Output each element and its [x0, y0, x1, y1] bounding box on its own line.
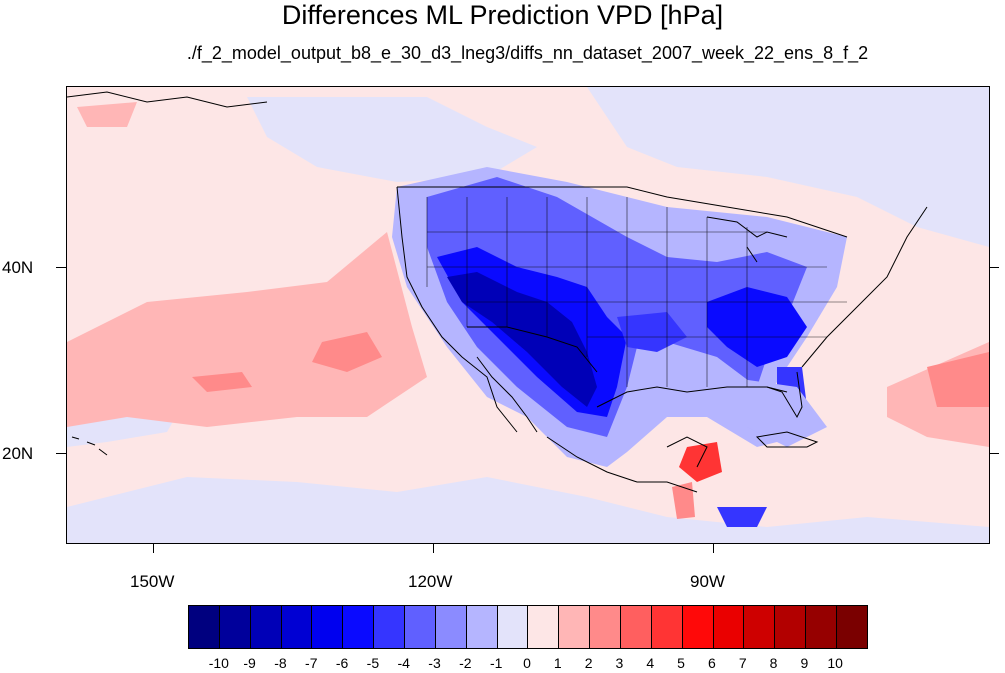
colorbar-label: -10 — [208, 655, 229, 671]
map-subtitle: ./f_2_model_output_b8_e_30_d3_lneg3/diff… — [186, 43, 869, 63]
colorbar-swatch — [806, 606, 838, 648]
colorbar — [188, 605, 868, 649]
yucatan-outline — [666, 436, 708, 468]
colorbar-label: 1 — [553, 655, 562, 671]
colorbar-swatch — [281, 606, 313, 648]
map-plot-area — [66, 86, 990, 544]
hawaii-islands — [71, 436, 108, 456]
y-tick-right-20n — [989, 453, 999, 454]
florida-outline — [766, 371, 803, 419]
colorbar-swatch — [528, 606, 560, 648]
colorbar-swatch — [312, 606, 344, 648]
field-south-lightblue — [67, 477, 989, 543]
colorbar-label: 5 — [677, 655, 685, 671]
colorbar-swatch — [775, 606, 807, 648]
cuba-outline — [755, 431, 819, 448]
colorbar-label: 9 — [800, 655, 809, 671]
field-pacific-salmon — [312, 332, 382, 372]
field-pacific-pink-2 — [77, 102, 137, 127]
colorbar-swatch — [744, 606, 776, 648]
colorbar-swatch — [713, 606, 745, 648]
great-lakes — [706, 216, 788, 263]
field-atlantic-salmon — [927, 352, 989, 407]
us-east-coast — [801, 206, 928, 368]
field-central-america-blue — [717, 507, 767, 527]
colorbar-swatch — [590, 606, 622, 648]
canada-border — [397, 186, 848, 238]
y-tick-right-40n — [989, 267, 999, 268]
colorbar-swatch — [250, 606, 282, 648]
lon-label-120w: 120W — [408, 572, 453, 591]
colorbar-swatch — [837, 606, 867, 648]
colorbar-labels: -10 -9 -8 -7 -6 -5 -4 -3 -2 -1 0 1 2 3 4 5 6 7 8 9 10 — [0, 655, 1005, 673]
vpd-difference-map — [67, 87, 989, 543]
field-us-blue-darkest — [447, 272, 597, 407]
y-tick-left-20n — [56, 453, 66, 454]
field-gulf-blue — [727, 377, 827, 447]
baja-coast — [476, 356, 538, 433]
colorbar-swatch — [559, 606, 591, 648]
colorbar-label: 6 — [708, 655, 716, 671]
lat-label-20n: 20N — [2, 444, 34, 463]
colorbar-swatch — [219, 606, 251, 648]
colorbar-swatch — [466, 606, 498, 648]
field-southeast-blue-strong — [707, 287, 807, 367]
mexico-south-coast — [546, 436, 698, 493]
map-title: Differences ML Prediction VPD [hPa] — [281, 0, 724, 30]
colorbar-label: 2 — [584, 655, 593, 671]
colorbar-label: -1 — [489, 655, 503, 671]
field-pacific-salmon-2 — [192, 372, 252, 392]
colorbar-label: -8 — [274, 655, 287, 671]
lon-label-150w: 150W — [130, 572, 175, 591]
lon-label-90w: 90W — [690, 572, 725, 591]
colorbar-swatch — [189, 606, 220, 648]
colorbar-swatch — [435, 606, 467, 648]
colorbar-swatch — [343, 606, 375, 648]
colorbar-label: 3 — [615, 655, 624, 671]
alaska-coast — [67, 91, 268, 108]
colorbar-label: -9 — [243, 655, 256, 671]
colorbar-label: 4 — [646, 655, 655, 671]
field-caribbean-red — [679, 442, 722, 482]
colorbar-label: -4 — [397, 655, 410, 671]
x-tick-120w — [433, 543, 434, 553]
x-tick-90w — [713, 543, 714, 553]
us-west-coast — [396, 186, 518, 433]
colorbar-swatch — [405, 606, 436, 648]
colorbar-label: -5 — [366, 655, 380, 671]
colorbar-label: -3 — [428, 655, 441, 671]
state-boundaries — [426, 197, 847, 387]
field-north-lightblue — [157, 87, 989, 247]
y-tick-left-40n — [56, 267, 66, 268]
colorbar-swatch — [497, 606, 529, 648]
colorbar-label: 10 — [827, 655, 843, 671]
x-tick-150w — [153, 543, 154, 553]
colorbar-label: -6 — [335, 655, 349, 671]
field-pacific-pink — [67, 232, 427, 427]
colorbar-label: -2 — [459, 655, 472, 671]
colorbar-swatch — [682, 606, 714, 648]
lat-label-40n: 40N — [2, 258, 34, 277]
field-canada-lightblue — [247, 97, 537, 182]
field-caribbean-salmon — [672, 482, 695, 519]
colorbar-swatch — [621, 606, 652, 648]
colorbar-label: 8 — [769, 655, 778, 671]
colorbar-label: 0 — [523, 655, 531, 671]
colorbar-label: 7 — [738, 655, 747, 671]
field-us-blue-mid — [427, 177, 807, 437]
colorbar-swatch — [651, 606, 683, 648]
field-central-blue — [617, 312, 687, 352]
colorbar-swatch — [374, 606, 406, 648]
colorbar-label: -7 — [305, 655, 318, 671]
